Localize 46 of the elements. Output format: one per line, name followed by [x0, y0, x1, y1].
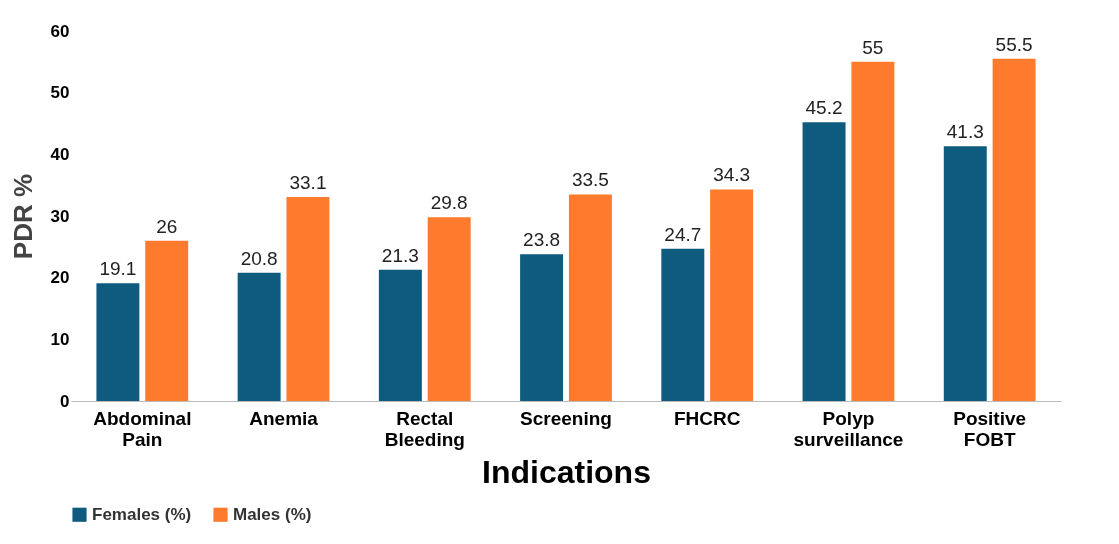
bar: [96, 283, 140, 401]
bar: [237, 272, 281, 401]
y-tick-label: 0: [60, 391, 70, 411]
bar: [568, 194, 612, 401]
bar: [851, 61, 895, 401]
y-tick-label: 20: [50, 268, 70, 288]
bar: [378, 269, 422, 401]
y-axis-title: PDR %: [7, 173, 38, 260]
data-label: 45.2: [805, 97, 843, 119]
bar: [992, 58, 1036, 401]
y-tick-label: 10: [50, 329, 70, 349]
data-label: 33.1: [289, 171, 327, 193]
y-tick-label: 60: [50, 21, 70, 41]
data-label: 19.1: [99, 258, 137, 280]
x-tick-label: FHCRC: [673, 407, 741, 429]
x-tick-label: Anemia: [249, 407, 319, 429]
data-label: 20.8: [240, 247, 278, 269]
bar: [802, 122, 846, 401]
y-tick-label: 40: [50, 144, 70, 164]
bar: [520, 254, 564, 401]
data-label: 41.3: [946, 121, 984, 143]
data-label: 24.7: [664, 223, 702, 245]
bar: [943, 146, 987, 401]
legend-label: Females (%): [92, 504, 192, 524]
y-tick-label: 30: [50, 206, 70, 226]
bar: [661, 248, 705, 401]
x-axis-title: Indications: [482, 453, 651, 490]
bar: [427, 217, 471, 401]
bar: [145, 240, 189, 401]
legend-label: Males (%): [233, 504, 312, 524]
x-tick-label: Positive FOBT: [953, 407, 1027, 450]
data-label: 21.3: [381, 244, 419, 266]
bar: [286, 196, 330, 401]
data-label: 23.8: [523, 229, 561, 251]
y-tick-label: 50: [50, 83, 70, 103]
x-tick-label: Screening: [520, 407, 612, 429]
data-label: 34.3: [713, 164, 751, 186]
x-tick-label: Rectal Bleeding: [384, 407, 465, 450]
bar: [710, 189, 754, 401]
data-label: 26: [156, 215, 178, 237]
data-label: 33.5: [571, 169, 609, 191]
data-label: 55: [862, 36, 884, 58]
x-tick-label: Abdominal Pain: [93, 407, 192, 450]
data-label: 29.8: [430, 192, 468, 214]
x-tick-label: Polyp surveillance: [793, 407, 904, 450]
data-label: 55.5: [995, 33, 1033, 55]
